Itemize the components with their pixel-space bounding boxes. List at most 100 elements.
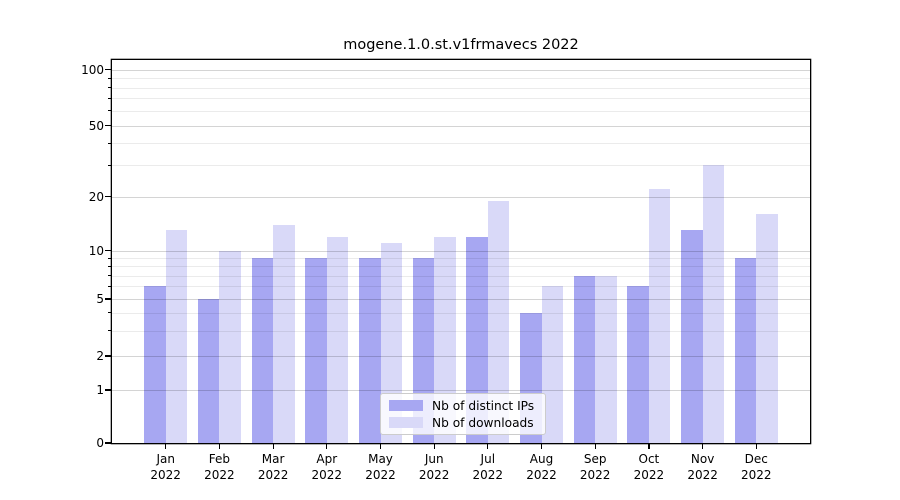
y-minor-tick-mark-4 — [108, 312, 112, 314]
x-tick-mark-nov — [702, 443, 704, 449]
minor-gridline-4 — [112, 312, 810, 314]
ips-bar-oct — [627, 286, 649, 443]
x-tick-mark-dec — [755, 443, 757, 449]
x-tick-label-mar: Mar 2022 — [257, 452, 289, 482]
y-tick-mark-1 — [105, 389, 111, 391]
bars-layer — [112, 60, 810, 443]
ips-bar-sep — [573, 275, 596, 443]
ips-bar-jan — [144, 286, 166, 443]
y-minor-tick-mark-40 — [108, 142, 112, 144]
minor-gridline-90 — [112, 78, 810, 79]
legend: Nb of distinct IPs Nb of downloads — [380, 393, 546, 435]
minor-gridline-70 — [112, 98, 810, 100]
downloads-bar-jan — [165, 230, 188, 443]
legend-item-downloads: Nb of downloads — [389, 416, 539, 430]
ips-bar-mar — [251, 258, 274, 443]
x-tick-label-may: May 2022 — [365, 452, 396, 482]
x-tick-label-apr: Apr 2022 — [311, 452, 343, 482]
grid-layer — [112, 60, 810, 443]
y-tick-label-50: 50 — [88, 118, 104, 133]
downloads-bar-oct — [648, 189, 671, 443]
x-tick-mark-jan — [165, 443, 167, 449]
y-minor-tick-mark-60 — [108, 110, 112, 112]
x-tick-mark-jun — [433, 443, 435, 449]
downloads-bar-jul — [487, 200, 510, 443]
downloads-bar-apr — [326, 236, 349, 443]
y-tick-label-10: 10 — [88, 243, 104, 258]
y-tick-label-20: 20 — [88, 189, 104, 204]
legend-item-distinct-ips: Nb of distinct IPs — [389, 399, 539, 413]
y-tick-mark-100 — [105, 68, 111, 71]
y-minor-tick-mark-90 — [108, 77, 112, 79]
y-tick-label-100: 100 — [81, 62, 104, 77]
major-gridline-10 — [112, 250, 810, 252]
y-minor-tick-mark-3 — [108, 330, 112, 332]
major-gridline-20 — [112, 196, 810, 198]
downloads-bar-nov — [702, 165, 725, 443]
y-tick-mark-2 — [105, 355, 111, 357]
y-tick-mark-50 — [105, 125, 111, 127]
y-tick-mark-0 — [105, 442, 111, 444]
ips-bar-dec — [734, 258, 757, 443]
chart-title: mogene.1.0.st.v1frmavecs 2022 — [343, 37, 579, 53]
minor-gridline-7 — [112, 275, 810, 277]
x-tick-label-dec: Dec 2022 — [741, 452, 772, 482]
x-tick-mark-feb — [218, 443, 221, 449]
ips-bar-may — [359, 258, 381, 443]
x-tick-label-oct: Oct 2022 — [633, 452, 665, 482]
x-tick-mark-jul — [487, 443, 489, 449]
x-tick-label-sep: Sep 2022 — [579, 452, 611, 482]
x-tick-mark-aug — [540, 443, 543, 449]
y-minor-tick-mark-6 — [108, 285, 112, 287]
x-tick-mark-oct — [648, 443, 650, 449]
minor-gridline-3 — [112, 330, 810, 332]
downloads-bar-mar — [273, 224, 295, 443]
downloads-bar-jun — [434, 236, 456, 443]
y-minor-tick-mark-80 — [108, 87, 112, 89]
downloads-bar-sep — [595, 275, 617, 443]
minor-gridline-60 — [112, 110, 810, 112]
y-minor-tick-mark-9 — [108, 257, 112, 259]
minor-gridline-40 — [112, 143, 810, 144]
y-tick-label-1: 1 — [96, 383, 104, 397]
x-tick-mark-apr — [326, 443, 328, 449]
ips-bar-feb — [197, 299, 220, 443]
major-gridline-50 — [112, 125, 810, 127]
ips-bar-nov — [681, 230, 703, 443]
x-tick-label-nov: Nov 2022 — [687, 452, 718, 482]
y-tick-mark-10 — [105, 250, 111, 252]
x-tick-label-feb: Feb 2022 — [204, 452, 235, 482]
y-minor-tick-mark-7 — [108, 275, 112, 277]
major-gridline-100 — [112, 69, 810, 71]
minor-gridline-30 — [112, 165, 810, 167]
legend-swatch-distinct-ips — [389, 400, 423, 411]
legend-label-downloads: Nb of downloads — [432, 415, 534, 430]
minor-gridline-80 — [112, 87, 810, 89]
minor-gridline-9 — [112, 258, 810, 259]
y-tick-label-0: 0 — [96, 436, 104, 450]
y-minor-tick-mark-30 — [108, 164, 112, 166]
minor-gridline-6 — [112, 286, 810, 288]
x-tick-mark-may — [379, 443, 382, 449]
legend-swatch-downloads — [389, 417, 423, 428]
ips-bar-apr — [305, 258, 327, 443]
ips-bar-jul — [466, 236, 488, 443]
y-minor-tick-mark-70 — [108, 97, 112, 99]
downloads-bar-aug — [541, 286, 563, 443]
plot-area — [112, 60, 810, 443]
x-tick-mark-mar — [272, 443, 274, 449]
y-tick-label-2: 2 — [96, 349, 104, 363]
downloads-bar-feb — [219, 250, 241, 443]
minor-gridline-8 — [112, 266, 810, 268]
major-gridline-2 — [112, 356, 810, 357]
x-tick-label-jun: Jun 2022 — [418, 452, 450, 482]
x-tick-label-jul: Jul 2022 — [472, 452, 504, 482]
legend-label-distinct-ips: Nb of distinct IPs — [432, 398, 535, 413]
x-tick-label-aug: Aug 2022 — [526, 452, 557, 482]
y-minor-tick-mark-8 — [108, 265, 112, 267]
y-tick-mark-5 — [105, 298, 111, 300]
y-tick-mark-20 — [105, 196, 111, 198]
x-tick-mark-sep — [594, 443, 596, 449]
major-gridline-1 — [112, 390, 810, 391]
downloads-bar-dec — [756, 214, 778, 443]
